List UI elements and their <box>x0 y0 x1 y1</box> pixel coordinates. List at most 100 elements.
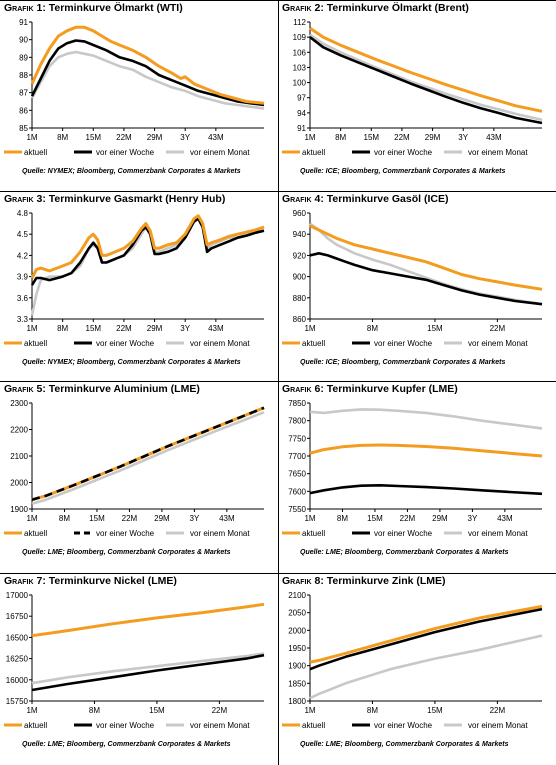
series-line-woche <box>309 484 543 496</box>
y-tick-label: 2000 <box>288 626 306 635</box>
y-tick-label: 88 <box>19 71 28 80</box>
chart-source: Quelle: ICE; Bloomberg, Commerzbank Corp… <box>300 359 506 366</box>
series-line-woche <box>309 607 543 671</box>
x-tick-label: 29M <box>147 324 163 333</box>
y-tick-label: 3.6 <box>17 294 29 303</box>
chart-svg: 860 880 900 920 940 960 1M 8M 15M 22M aktuell vor e… <box>282 209 543 348</box>
legend-label-aktuell: aktuell <box>302 721 325 730</box>
y-tick-label: 17000 <box>6 591 29 600</box>
chart-svg: 1800 1850 1900 1950 2000 2050 2100 1M 8M 15M 22M ak… <box>282 591 543 730</box>
y-tick-label: 920 <box>293 251 307 260</box>
x-tick-label: 1M <box>304 133 315 142</box>
x-tick-label: 1M <box>26 133 37 142</box>
x-tick-label: 8M <box>57 324 68 333</box>
series-line-woche <box>31 406 265 501</box>
y-tick-label: 900 <box>293 273 307 282</box>
y-tick-label: 1950 <box>288 644 306 653</box>
series-line-aktuell <box>30 25 265 105</box>
series-line-aktuell <box>309 443 543 458</box>
y-tick-label: 7750 <box>288 434 306 443</box>
x-tick-label: 43M <box>219 514 235 523</box>
x-tick-label: 1M <box>304 706 315 715</box>
y-tick-label: 16250 <box>6 655 29 664</box>
series-line-aktuell <box>309 224 543 291</box>
legend-label-woche: vor einer Woche <box>96 148 155 157</box>
series-line-woche <box>31 653 265 692</box>
chart-title: Grafik 8: Terminkurve Zink (LME) <box>282 575 446 587</box>
legend-label-woche: vor einer Woche <box>96 529 155 538</box>
x-tick-label: 43M <box>208 324 224 333</box>
legend-label-monat: vor einem Monat <box>468 529 528 538</box>
row-divider-0 <box>0 0 556 1</box>
x-tick-label: 8M <box>57 133 68 142</box>
chart-title: Grafik 6: Terminkurve Kupfer (LME) <box>282 383 458 395</box>
x-tick-label: 29M <box>147 133 163 142</box>
x-tick-label: 22M <box>122 514 138 523</box>
chart-svg: 7550 7600 7650 7700 7750 7800 7850 1M 8M 15M 22M 29… <box>282 399 543 538</box>
y-tick-label: 7700 <box>288 452 306 461</box>
y-tick-label: 880 <box>293 294 307 303</box>
x-tick-label: 43M <box>497 514 513 523</box>
x-tick-label: 29M <box>425 133 441 142</box>
y-tick-label: 7650 <box>288 470 306 479</box>
legend-label-aktuell: aktuell <box>302 148 325 157</box>
x-tick-label: 15M <box>86 324 102 333</box>
series-line-monat <box>309 408 543 430</box>
legend-label-aktuell: aktuell <box>302 339 325 348</box>
x-tick-label: 3Y <box>180 324 190 333</box>
chart-title-text: : Terminkurve Gasmarkt (Henry Hub) <box>42 193 226 205</box>
x-tick-label: 3Y <box>458 133 468 142</box>
x-tick-label: 15M <box>86 133 102 142</box>
y-tick-label: 7850 <box>288 399 306 408</box>
legend-label-monat: vor einem Monat <box>190 529 250 538</box>
x-tick-label: 15M <box>427 324 443 333</box>
y-tick-label: 97 <box>297 94 306 103</box>
x-tick-label: 8M <box>59 514 70 523</box>
x-tick-label: 8M <box>367 706 378 715</box>
x-tick-label: 1M <box>26 706 37 715</box>
chart-source: Quelle: LME; Bloomberg, Commerzbank Corp… <box>22 549 231 556</box>
y-tick-label: 3.3 <box>17 315 29 324</box>
y-tick-label: 7600 <box>288 487 306 496</box>
legend-label-monat: vor einem Monat <box>190 339 250 348</box>
x-tick-label: 43M <box>208 133 224 142</box>
y-tick-label: 87 <box>19 89 28 98</box>
x-tick-label: 22M <box>400 514 416 523</box>
chart-title-text: : Terminkurve Ölmarkt (WTI) <box>42 2 183 14</box>
y-tick-label: 91 <box>19 18 28 27</box>
series-line-monat <box>309 634 543 700</box>
y-tick-label: 940 <box>293 230 307 239</box>
y-tick-label: 16500 <box>6 633 29 642</box>
chart-title: Grafik 5: Terminkurve Aluminium (LME) <box>4 383 200 395</box>
series-line-monat <box>31 652 265 685</box>
legend-label-monat: vor einem Monat <box>190 148 250 157</box>
y-tick-label: 103 <box>293 63 307 72</box>
legend-label-monat: vor einem Monat <box>468 148 528 157</box>
y-tick-label: 1800 <box>288 697 306 706</box>
x-tick-label: 22M <box>212 706 228 715</box>
y-tick-label: 16000 <box>6 676 29 685</box>
series-line-monat <box>309 222 543 306</box>
chart-svg: 85 86 87 88 89 90 91 1M 8M 15M 22M 29M 3Y 43M aktuell v… <box>4 18 265 157</box>
y-tick-label: 7800 <box>288 417 306 426</box>
x-tick-label: 29M <box>432 514 448 523</box>
y-tick-label: 106 <box>293 48 307 57</box>
x-tick-label: 1M <box>304 324 315 333</box>
series-line-aktuell <box>31 602 265 638</box>
legend-label-monat: vor einem Monat <box>468 339 528 348</box>
y-tick-label: 85 <box>19 124 28 133</box>
x-tick-label: 43M <box>486 133 502 142</box>
legend-label-aktuell: aktuell <box>302 529 325 538</box>
legend-label-aktuell: aktuell <box>24 529 47 538</box>
y-tick-label: 4.5 <box>17 230 29 239</box>
chart-title-text: : Terminkurve Gasöl (ICE) <box>320 193 449 205</box>
legend-label-aktuell: aktuell <box>24 721 47 730</box>
y-tick-label: 100 <box>293 79 307 88</box>
chart-title: Grafik 2: Terminkurve Ölmarkt (Brent) <box>282 2 469 14</box>
row-divider-1 <box>0 191 556 192</box>
row-divider-2 <box>0 381 556 382</box>
chart-source: Quelle: LME; Bloomberg, Commerzbank Corp… <box>22 741 231 748</box>
y-tick-label: 15750 <box>6 697 29 706</box>
x-tick-label: 22M <box>394 133 410 142</box>
chart-title-prefix: Grafik 6 <box>282 383 321 395</box>
